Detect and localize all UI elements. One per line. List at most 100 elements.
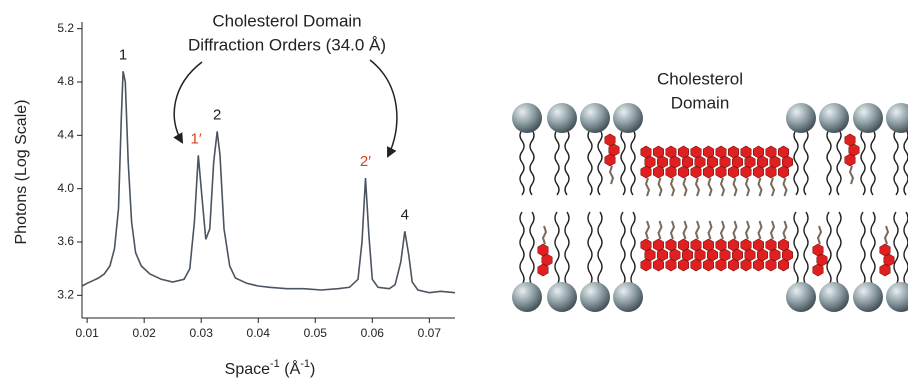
cholesterol-tail [719,220,726,240]
x-label-part: (Å [280,359,301,378]
cholesterol-ring [702,258,715,272]
cholesterol-ring [690,238,702,252]
cholesterol-ring [706,248,719,262]
x-label-part: -1 [300,358,310,370]
cholesterol-tail [732,220,738,240]
y-tick-label: 4.8 [57,74,74,88]
cholesterol-ring [765,165,777,179]
cholesterol-tail [644,220,651,240]
cholesterol-tail [848,165,855,185]
cholesterol-ring [744,248,756,262]
y-axis-label: Photons (Log Scale) [13,100,30,245]
x-tick-label: 0.01 [75,326,99,340]
cholesterol-tail [694,177,701,197]
cholesterol-ring [844,153,856,167]
lipid-tail [893,211,899,286]
cholesterol-ring [702,165,715,179]
cholesterol-ring [777,238,790,252]
cholesterol-ring [740,165,752,179]
y-tick-label: 3.6 [57,234,74,248]
lipid-tail [554,129,560,196]
lipid-head [886,103,908,133]
lipid-head [613,282,643,312]
lipid-tail [519,129,525,196]
cholesterol-ring [740,238,752,252]
lipid-head [786,103,816,133]
lipid-head [819,103,849,133]
cholesterol-ring [752,238,765,252]
x-tick-label: 0.05 [304,326,328,340]
x-tick-label: 0.03 [190,326,214,340]
cholesterol-ring [727,258,740,272]
lipid-tail [836,211,842,286]
lipid-tail [860,129,866,196]
cholesterol-tail [757,177,763,197]
annotation: Cholesterol Domain [212,11,361,30]
x-label-part: Space [225,361,270,378]
y-tick-label: 3.2 [57,288,74,302]
cholesterol-ring [777,165,790,179]
cholesterol-tail [719,177,726,197]
lipid-tail [564,211,570,286]
cholesterol-tail [769,220,776,240]
cholesterol-ring [644,248,656,262]
lipid-head [580,282,610,312]
lipid-head [613,103,643,133]
cholesterol-ring [652,258,665,272]
x-tick-label: 0.07 [418,326,442,340]
cholesterol-tail [657,177,663,197]
cholesterol-ring [656,248,669,262]
cholesterol-ring [715,165,727,179]
lipid-head [547,282,577,312]
cholesterol-ring [640,258,652,272]
cholesterol-tail [644,177,651,197]
peak-label: 4 [401,206,409,223]
x-tick-label: 0.04 [247,326,271,340]
lipid-tail [564,129,570,196]
cholesterol-ring [816,253,828,267]
x-label-part: ) [310,361,315,378]
lipid-head [786,282,816,312]
cholesterol-ring [756,248,769,262]
cholesterol-ring [652,238,665,252]
lipid-tail [803,211,809,286]
cholesterol-ring [669,248,681,262]
x-tick-label: 0.02 [132,326,156,340]
cholesterol-ring [537,263,549,277]
cholesterol-ring [677,165,690,179]
cholesterol-ring [604,153,616,167]
peak-label: 1 [119,46,127,63]
cholesterol-ring [665,165,677,179]
cholesterol-ring [883,253,895,267]
diagram-label: Domain [671,93,730,112]
cholesterol-tail [608,165,615,185]
cholesterol-ring [879,263,891,277]
cholesterol-ring [769,248,781,262]
cholesterol-ring [752,165,765,179]
lipid-head [853,282,883,312]
lipid-tail [587,129,593,196]
cholesterol-ring [640,238,652,252]
cholesterol-tail [769,177,776,197]
cholesterol-ring [690,258,702,272]
lipid-tail [597,211,603,286]
cholesterol-ring [727,165,740,179]
cholesterol-tail [732,177,738,197]
cholesterol-tail [782,220,788,240]
lipid-tail [587,211,593,286]
lipid-head [853,103,883,133]
y-tick-label: 5.2 [57,21,74,35]
diagram-label: Cholesterol [657,69,743,88]
cholesterol-ring [677,238,690,252]
arrow [173,61,203,144]
lipid-tail [870,129,876,196]
cholesterol-tail [541,225,548,245]
cholesterol-ring [765,258,777,272]
lipid-tail [793,211,799,286]
lipid-tail [803,129,809,196]
cholesterol-tail [707,220,713,240]
cholesterol-ring [879,243,891,257]
lipid-tail [519,211,525,286]
cholesterol-tail [707,177,713,197]
